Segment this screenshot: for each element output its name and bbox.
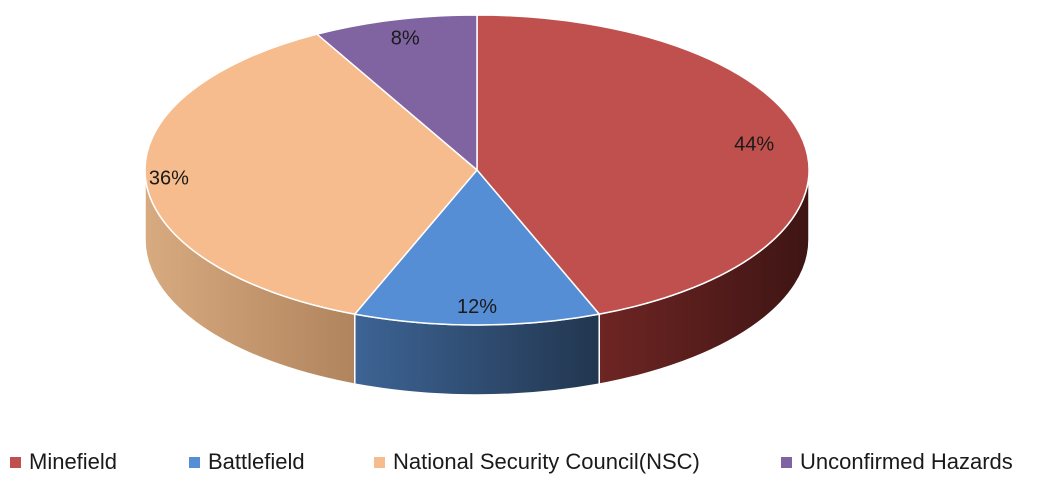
pie-slice-battlefield [354,169,600,326]
legend-item-minefield: Minefield [10,449,117,474]
pie-data-labels: 44% 12% 36% 8% [149,28,775,319]
legend-swatch-unconfirmed-hazards [781,457,792,468]
data-label-battlefield: 12% [457,296,497,318]
legend-item-national-security-council-nsc: National Security Council(NSC) [374,449,700,474]
legend-label-battlefield: Battlefield [208,449,305,474]
data-label-unconfirmed-hazards: 8% [391,28,420,50]
legend-label-unconfirmed-hazards: Unconfirmed Hazards [800,449,1013,474]
legend-item-unconfirmed-hazards: Unconfirmed Hazards [781,449,1013,474]
legend-swatch-minefield [10,457,21,468]
legend-swatch-battlefield [189,457,200,468]
legend-label-minefield: Minefield [29,449,117,474]
pie-side-battlefield [354,313,600,396]
legend-swatch-national-security-council-nsc [374,457,385,468]
pie-slice-unconfirmed-hazards [316,14,478,171]
pie-tops [144,14,810,326]
legend-item-battlefield: Battlefield [189,449,305,474]
data-label-national-security-council-nsc: 36% [149,167,189,189]
pie-slice-minefield [476,14,810,315]
legend-label-national-security-council-nsc: National Security Council(NSC) [393,449,700,474]
legend: Minefield Battlefield National Security Co… [10,449,1013,474]
pie-slice-national-security-council-nsc [144,33,478,315]
data-label-minefield: 44% [734,134,774,156]
